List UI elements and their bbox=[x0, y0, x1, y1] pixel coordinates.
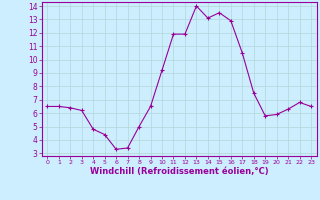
X-axis label: Windchill (Refroidissement éolien,°C): Windchill (Refroidissement éolien,°C) bbox=[90, 167, 268, 176]
